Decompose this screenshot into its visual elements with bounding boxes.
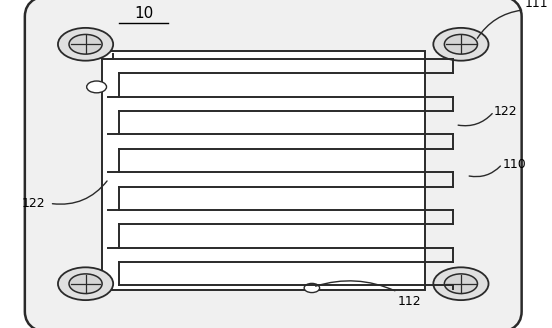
Circle shape bbox=[58, 267, 113, 300]
Bar bbox=[102, 51, 425, 290]
Text: 112: 112 bbox=[397, 295, 421, 308]
Circle shape bbox=[444, 34, 477, 54]
Circle shape bbox=[69, 274, 102, 294]
Text: 10: 10 bbox=[134, 6, 153, 21]
Circle shape bbox=[444, 274, 477, 294]
Text: 122: 122 bbox=[494, 105, 518, 118]
FancyBboxPatch shape bbox=[25, 0, 522, 328]
Text: 110: 110 bbox=[502, 157, 526, 171]
Circle shape bbox=[304, 283, 320, 293]
Circle shape bbox=[433, 267, 489, 300]
Text: 122: 122 bbox=[22, 197, 46, 210]
Circle shape bbox=[58, 28, 113, 61]
Circle shape bbox=[87, 81, 107, 93]
Text: 111: 111 bbox=[524, 0, 548, 10]
Circle shape bbox=[69, 34, 102, 54]
Circle shape bbox=[433, 28, 489, 61]
